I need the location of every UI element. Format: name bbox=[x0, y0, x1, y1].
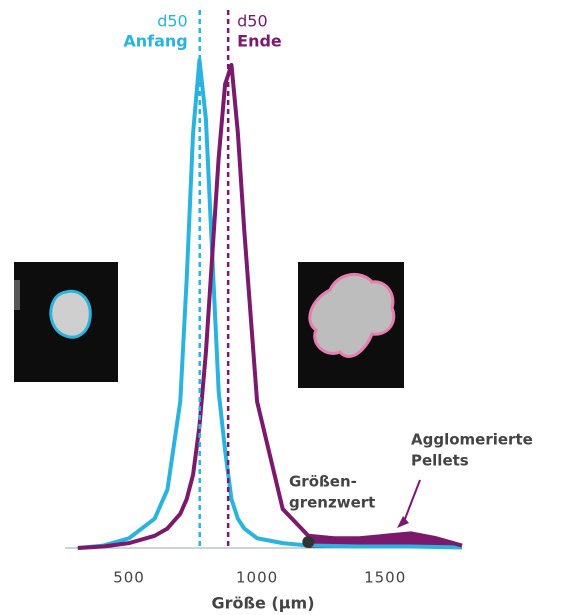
size-cutoff-label: grenzwert bbox=[289, 494, 375, 512]
x-tick-label: 1000 bbox=[236, 569, 278, 587]
size-cutoff-dot bbox=[302, 536, 314, 548]
x-tick-label: 500 bbox=[113, 569, 145, 587]
particle-image-right bbox=[298, 262, 404, 388]
x-tick-label: 1500 bbox=[364, 569, 406, 587]
x-axis-label: Größe (µm) bbox=[211, 594, 314, 613]
annotation-label: Pellets bbox=[411, 452, 469, 470]
annotation-arrowhead bbox=[397, 516, 409, 528]
series-line bbox=[78, 65, 462, 548]
series-line bbox=[78, 60, 462, 548]
size-cutoff-label: Größen- bbox=[289, 473, 357, 491]
chart: 50010001500d50Anfangd50EndeGrößen-grenzw… bbox=[0, 0, 565, 615]
annotation-label: Agglomerierte bbox=[411, 431, 533, 449]
d50-label: d50 bbox=[157, 12, 188, 31]
annotation-arrow bbox=[403, 480, 420, 524]
legend-label: Ende bbox=[237, 32, 282, 51]
legend-label: Anfang bbox=[123, 32, 187, 51]
particle-image-left bbox=[14, 262, 118, 382]
d50-label: d50 bbox=[237, 12, 268, 31]
